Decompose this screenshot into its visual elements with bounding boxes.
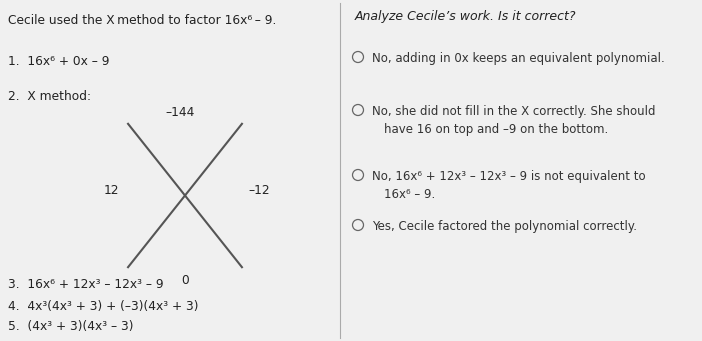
Text: Analyze Cecile’s work. Is it correct?: Analyze Cecile’s work. Is it correct? (355, 10, 576, 23)
Text: 16x⁶ – 9.: 16x⁶ – 9. (384, 188, 435, 201)
Text: have 16 on top and –9 on the bottom.: have 16 on top and –9 on the bottom. (384, 123, 608, 136)
Text: No, 16x⁶ + 12x³ – 12x³ – 9 is not equivalent to: No, 16x⁶ + 12x³ – 12x³ – 9 is not equiva… (372, 170, 646, 183)
Text: Cecile used the X method to factor 16x⁶ – 9.: Cecile used the X method to factor 16x⁶ … (8, 14, 277, 27)
Text: 2.  X method:: 2. X method: (8, 90, 91, 103)
Text: 3.  16x⁶ + 12x³ – 12x³ – 9: 3. 16x⁶ + 12x³ – 12x³ – 9 (8, 278, 164, 291)
Text: 1.  16x⁶ + 0x – 9: 1. 16x⁶ + 0x – 9 (8, 55, 110, 68)
Text: No, she did not fill in the X correctly. She should: No, she did not fill in the X correctly.… (372, 105, 656, 118)
Text: –144: –144 (165, 106, 194, 119)
Text: 12: 12 (104, 184, 119, 197)
Text: –12: –12 (249, 184, 270, 197)
Text: 0: 0 (181, 274, 189, 287)
Text: 5.  (4x³ + 3)(4x³ – 3): 5. (4x³ + 3)(4x³ – 3) (8, 320, 133, 333)
Text: No, adding in 0x keeps an equivalent polynomial.: No, adding in 0x keeps an equivalent pol… (372, 52, 665, 65)
Text: 4.  4x³(4x³ + 3) + (–3)(4x³ + 3): 4. 4x³(4x³ + 3) + (–3)(4x³ + 3) (8, 300, 199, 313)
Text: Yes, Cecile factored the polynomial correctly.: Yes, Cecile factored the polynomial corr… (372, 220, 637, 233)
